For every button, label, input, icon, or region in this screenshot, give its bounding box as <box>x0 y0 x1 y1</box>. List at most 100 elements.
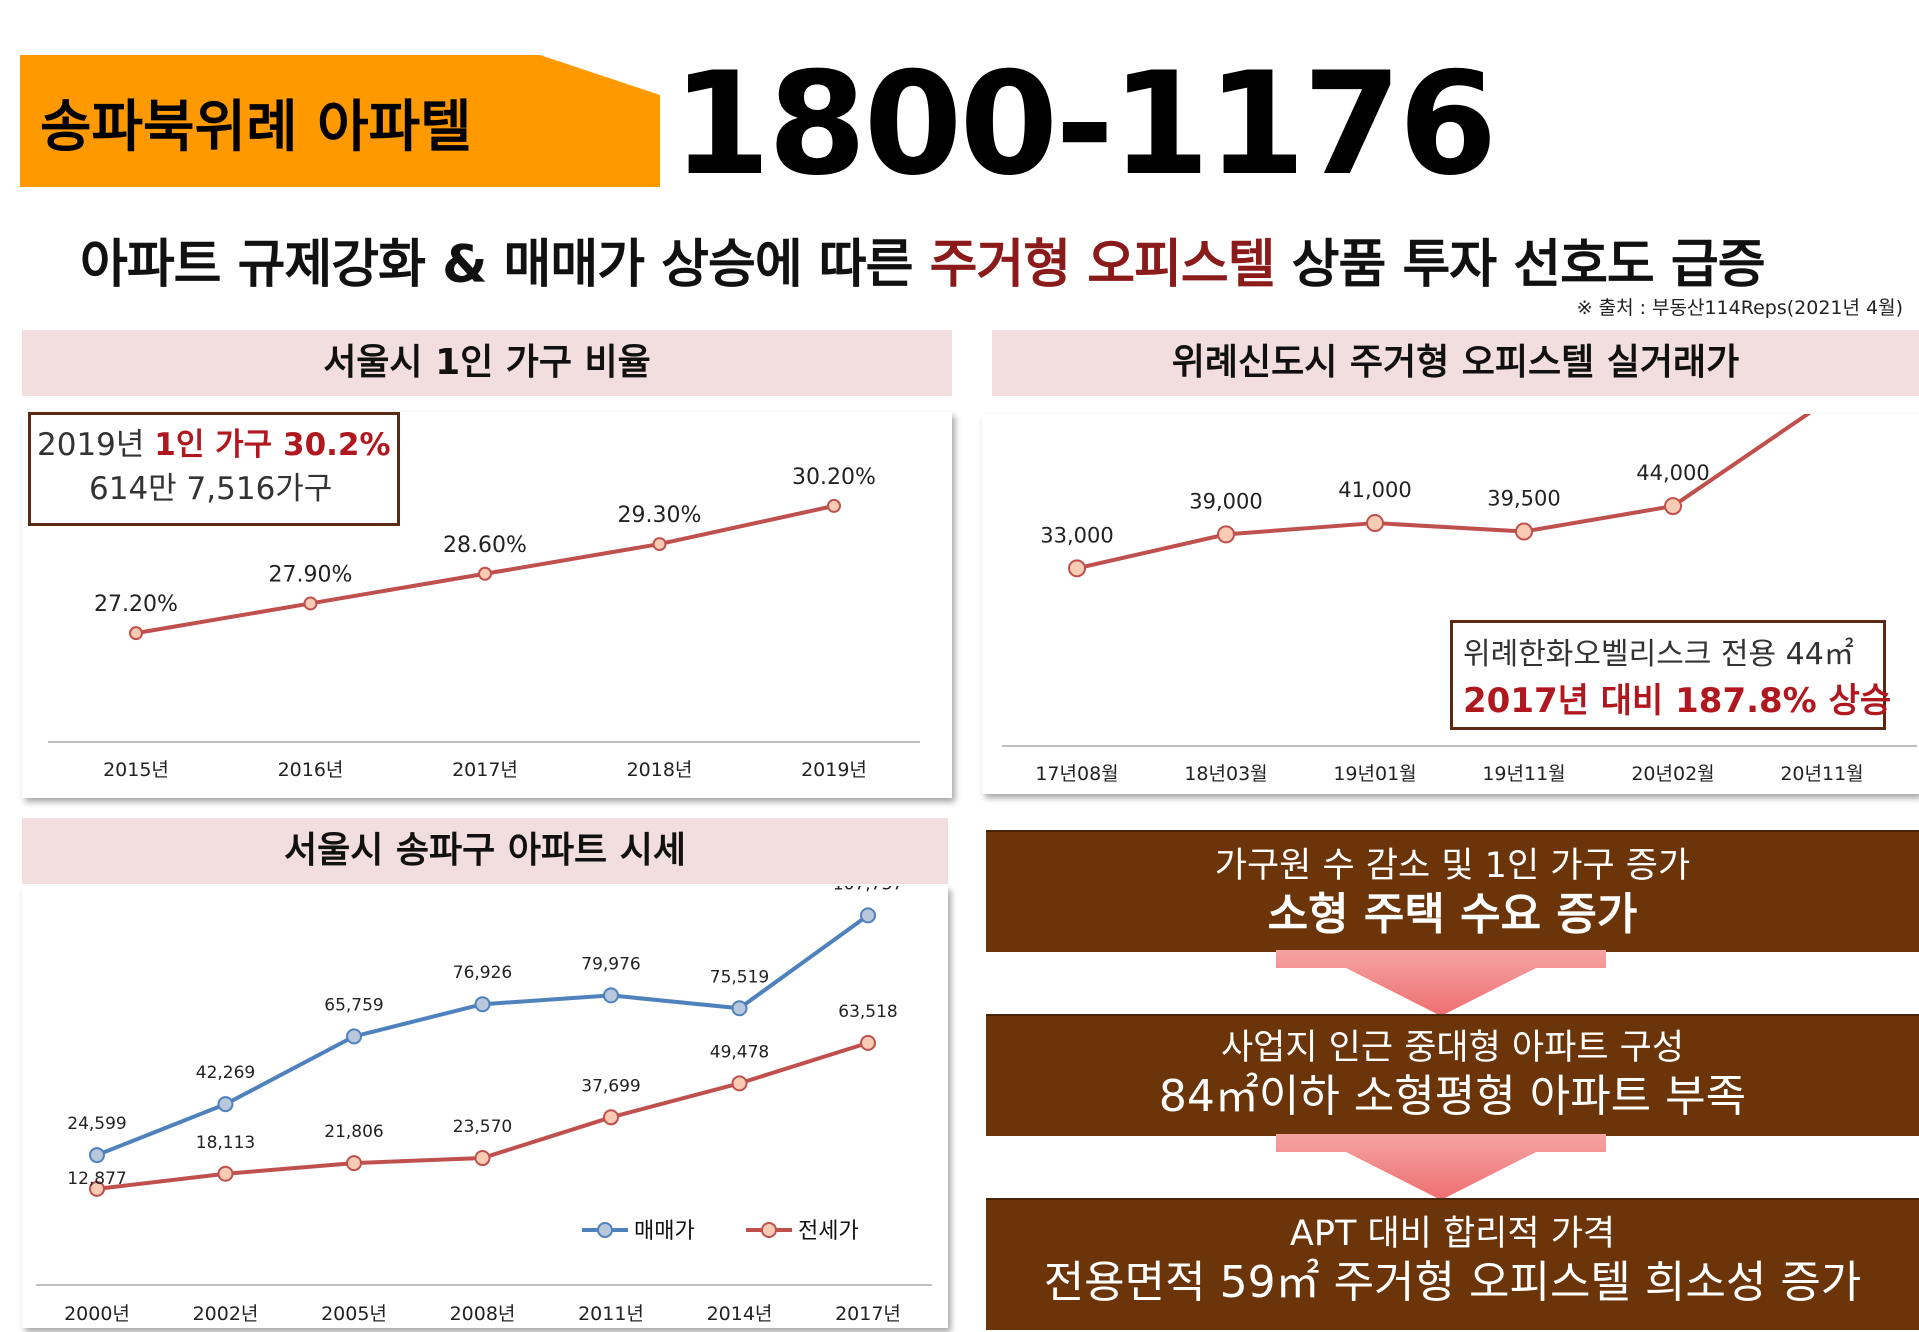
flow-box-3: APT 대비 합리적 가격 전용면적 59㎡ 주거형 오피스텔 희소성 증가 <box>986 1198 1919 1330</box>
data-point <box>89 1180 105 1197</box>
headline-part1: 아파트 규제강화 & 매매가 상승에 따른 <box>80 235 930 295</box>
data-point <box>860 907 876 924</box>
headline-part2: 상품 투자 선호도 급증 <box>1274 235 1766 295</box>
panel2-chart-area: 17년08월 18년03월 19년01월 19년11월 20년02월 20년11월 33,0… <box>982 355 1919 794</box>
data-label: 21,806 <box>324 1122 383 1142</box>
x-tick-label: 17년08월 <box>1035 763 1118 785</box>
x-tick-label: 20년02월 <box>1631 763 1714 785</box>
data-point <box>1366 514 1384 533</box>
callout1-year: 2019년 <box>37 427 155 463</box>
panel3-title: 서울시 송파구 아파트 시세 <box>22 818 948 884</box>
data-point <box>860 1034 876 1051</box>
data-label: 79,976 <box>581 954 640 974</box>
callout1-line2: 614만 7,516가구 <box>89 471 333 507</box>
data-label: 65,759 <box>324 995 383 1015</box>
data-label: 23,570 <box>453 1117 512 1137</box>
banner-shape <box>20 55 660 187</box>
data-point <box>1515 522 1533 541</box>
data-label: 29.30% <box>618 503 702 528</box>
data-point <box>346 1155 362 1172</box>
page-headline: 아파트 규제강화 & 매매가 상승에 따른 주거형 오피스텔 상품 투자 선호도… <box>80 222 1766 297</box>
series-line <box>1076 402 1824 571</box>
flow-box-1-line2: 소형 주택 수요 증가 <box>1267 889 1638 940</box>
flow-box-1-line1: 가구원 수 감소 및 1인 가구 증가 <box>1214 846 1691 886</box>
phone-number[interactable]: 1800-1176 <box>672 42 1497 207</box>
legend-label: 전세가 <box>798 1219 859 1244</box>
data-point <box>731 1075 748 1092</box>
banner-title: 송파북위례 아파텔 <box>40 95 472 160</box>
data-point <box>652 537 667 552</box>
x-tick-label: 2000년 <box>64 1303 130 1325</box>
x-tick-label: 19년01월 <box>1333 763 1416 785</box>
chart2-svg: 17년08월 18년03월 19년01월 19년11월 20년02월 20년11월 33,0… <box>1002 355 1917 785</box>
x-tick-label: 20년11월 <box>1780 763 1863 785</box>
data-point <box>474 1150 491 1167</box>
data-point <box>603 987 619 1004</box>
data-point <box>303 596 318 611</box>
callout2-line2: 2017년 대비 187.8% 상승 <box>1463 681 1892 721</box>
x-tick-label: 18년03월 <box>1184 763 1267 785</box>
legend-swatch-marker <box>597 1222 613 1238</box>
data-label: 49,478 <box>710 1042 769 1062</box>
x-tick-label: 2008년 <box>450 1303 516 1325</box>
title-banner <box>20 55 660 187</box>
x-tick-label: 2002년 <box>193 1303 259 1325</box>
data-label: 12,877 <box>67 1169 126 1189</box>
data-label: 44,000 <box>1636 461 1709 485</box>
flow-box-2: 사업지 인근 중대형 아파트 구성 84㎡이하 소형평형 아파트 부족 <box>986 1014 1919 1136</box>
x-tick-label: 2019년 <box>801 759 867 781</box>
data-label: 42,269 <box>196 1063 255 1083</box>
data-point <box>478 566 492 581</box>
panel1-callout: 2019년 1인 가구 30.2% 614만 7,516가구 <box>28 412 400 526</box>
x-tick-label: 2014년 <box>707 1303 773 1325</box>
data-point <box>1217 525 1235 544</box>
x-tick-label: 2018년 <box>627 759 693 781</box>
panel2-title: 위례신도시 주거형 오피스텔 실거래가 <box>992 330 1919 396</box>
data-label: 39,500 <box>1487 487 1560 511</box>
chart1-svg: 2015년 2016년 2017년 2018년 2019년 27.20% 27.90% 28.… <box>48 465 920 781</box>
data-point <box>731 1000 748 1017</box>
data-label: 27.90% <box>269 562 353 587</box>
data-label: 33,000 <box>1040 523 1113 547</box>
panel1-title: 서울시 1인 가구 비율 <box>22 330 952 396</box>
x-tick-label: 2005년 <box>321 1303 387 1325</box>
data-label: 27.20% <box>94 592 178 617</box>
x-tick-label: 2016년 <box>278 759 344 781</box>
source-note: ※ 출처 : 부동산114Reps(2021년 4월) <box>1576 297 1903 319</box>
x-tick-label: 2017년 <box>452 759 518 781</box>
data-point <box>89 1147 105 1164</box>
x-tick-label: 2015년 <box>103 759 169 781</box>
data-point <box>1068 559 1086 578</box>
data-label: 76,926 <box>453 963 512 983</box>
flow-box-2-line1: 사업지 인근 중대형 아파트 구성 <box>1220 1028 1685 1068</box>
data-point <box>603 1109 619 1126</box>
data-label: 107,737 <box>833 886 903 894</box>
data-label: 24,599 <box>67 1114 126 1134</box>
data-label: 75,519 <box>710 967 769 987</box>
flow-box-3-line2: 전용면적 59㎡ 주거형 오피스텔 희소성 증가 <box>1043 1257 1862 1308</box>
legend-label: 매매가 <box>634 1219 695 1244</box>
x-tick-label: 2011년 <box>578 1303 644 1325</box>
x-tick-label: 2017년 <box>835 1303 901 1325</box>
x-tick-label: 19년11월 <box>1482 763 1565 785</box>
callout1-rate: 1인 가구 30.2% <box>154 427 391 463</box>
chart3-svg: 2000년 2002년 2005년 2008년 2011년 2014년 2017년 24,59… <box>36 874 932 1325</box>
headline-highlight: 주거형 오피스텔 <box>929 235 1276 295</box>
down-arrow-icon <box>1276 950 1606 1016</box>
data-point <box>346 1028 362 1045</box>
callout2-line1: 위례한화오벨리스크 전용 44㎡ <box>1463 637 1854 672</box>
flow-box-2-line2: 84㎡이하 소형평형 아파트 부족 <box>1158 1071 1747 1122</box>
flow-box-1: 가구원 수 감소 및 1인 가구 증가 소형 주택 수요 증가 <box>986 830 1919 952</box>
data-label: 39,000 <box>1189 489 1262 513</box>
data-label: 37,699 <box>581 1076 640 1096</box>
callout1-line1: 2019년 1인 가구 30.2% <box>37 419 391 464</box>
flow-box-3-line1: APT 대비 합리적 가격 <box>1289 1214 1616 1254</box>
data-point <box>1664 497 1682 516</box>
data-point <box>474 996 491 1013</box>
data-point <box>217 1096 234 1113</box>
panel2-callout: 위례한화오벨리스크 전용 44㎡ 2017년 대비 187.8% 상승 <box>1450 620 1891 730</box>
data-point <box>217 1165 234 1182</box>
legend-swatch-marker <box>761 1222 777 1238</box>
data-label: 63,518 <box>838 1002 897 1022</box>
data-label: 28.60% <box>443 533 527 558</box>
